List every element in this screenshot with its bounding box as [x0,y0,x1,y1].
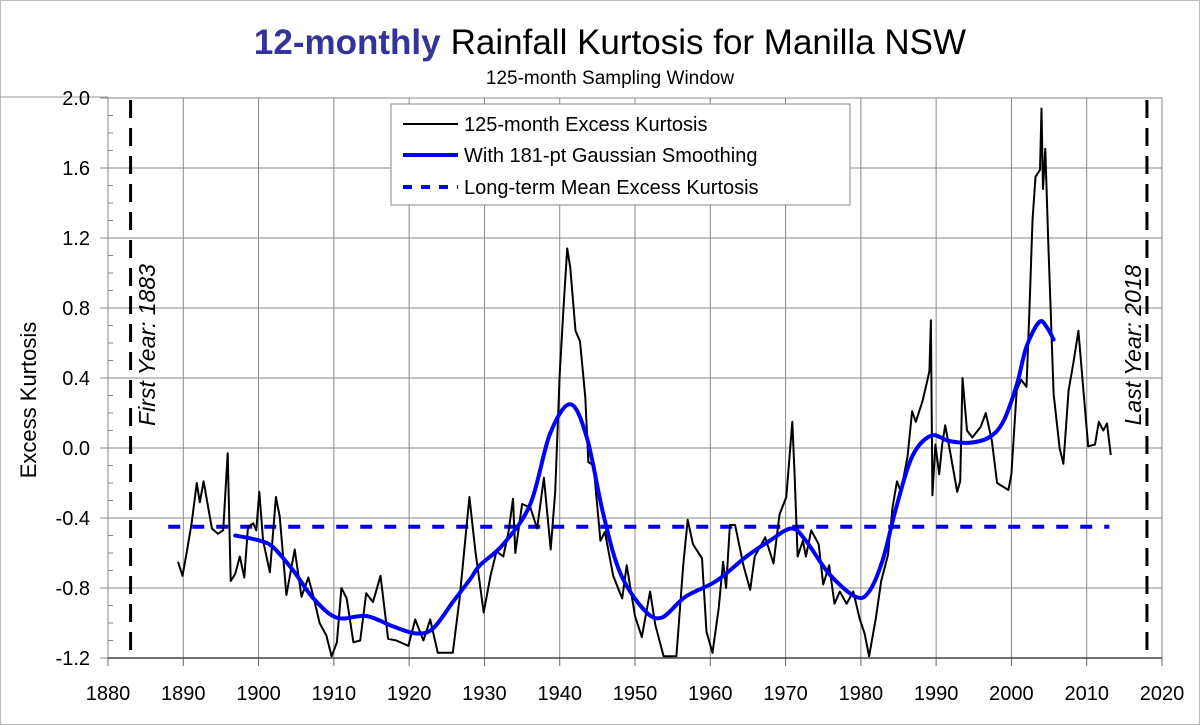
x-tick-label: 1920 [387,683,432,705]
legend-box [390,103,851,206]
title-highlight: 12-monthly [254,23,441,62]
legend: 125-month Excess Kurtosis With 181-pt Ga… [390,103,851,206]
series-line-smoothed [233,319,1056,636]
x-tick-label: 1990 [914,683,959,705]
legend-label-raw: 125-month Excess Kurtosis [464,114,707,136]
y-tick-label: 0.8 [62,298,90,320]
x-tick-label: 1980 [839,683,884,705]
x-tick-label: 2020 [1140,683,1185,705]
x-tick-label: 1960 [688,683,733,705]
axes: 1880 1890 1900 1910 1920 1930 1940 1950 1960 1970… [56,88,1185,705]
y-tick-label: 0.0 [62,438,90,460]
annotation-first-year: First Year: 1883 [134,264,160,426]
y-tick-label: -0.8 [56,578,90,600]
x-tick-label: 1900 [236,683,281,705]
x-tick-label: 2000 [989,683,1034,705]
legend-label-mean: Long-term Mean Excess Kurtosis [464,177,759,199]
y-tick-label: 1.2 [62,228,90,250]
chart-title: 12-monthly Rainfall Kurtosis for Manilla … [254,23,966,62]
x-tick-label: 1930 [462,683,507,705]
x-tick-label: 1940 [537,683,582,705]
y-tick-label: -1.2 [56,648,90,670]
x-tick-label: 1970 [763,683,808,705]
title-rest: Rainfall Kurtosis for Manilla NSW [451,23,966,62]
x-tick-label: 2010 [1064,683,1109,705]
y-tick-label: -0.4 [56,508,90,530]
series-line-raw [177,107,1112,658]
y-tick-label: 2.0 [62,88,90,110]
legend-label-smoothed: With 181-pt Gaussian Smoothing [464,145,758,167]
annotation-last-year: Last Year: 2018 [1120,264,1146,425]
y-axis-label: Excess Kurtosis [16,322,41,479]
y-tick-label: 1.6 [62,158,90,180]
x-tick-label: 1950 [613,683,658,705]
y-tick-label: 0.4 [62,368,90,390]
marks [129,100,1149,658]
chart-subtitle: 125-month Sampling Window [486,68,734,89]
x-tick-label: 1910 [312,683,357,705]
x-tick-label: 1880 [86,683,131,705]
x-tick-label: 1890 [161,683,206,705]
